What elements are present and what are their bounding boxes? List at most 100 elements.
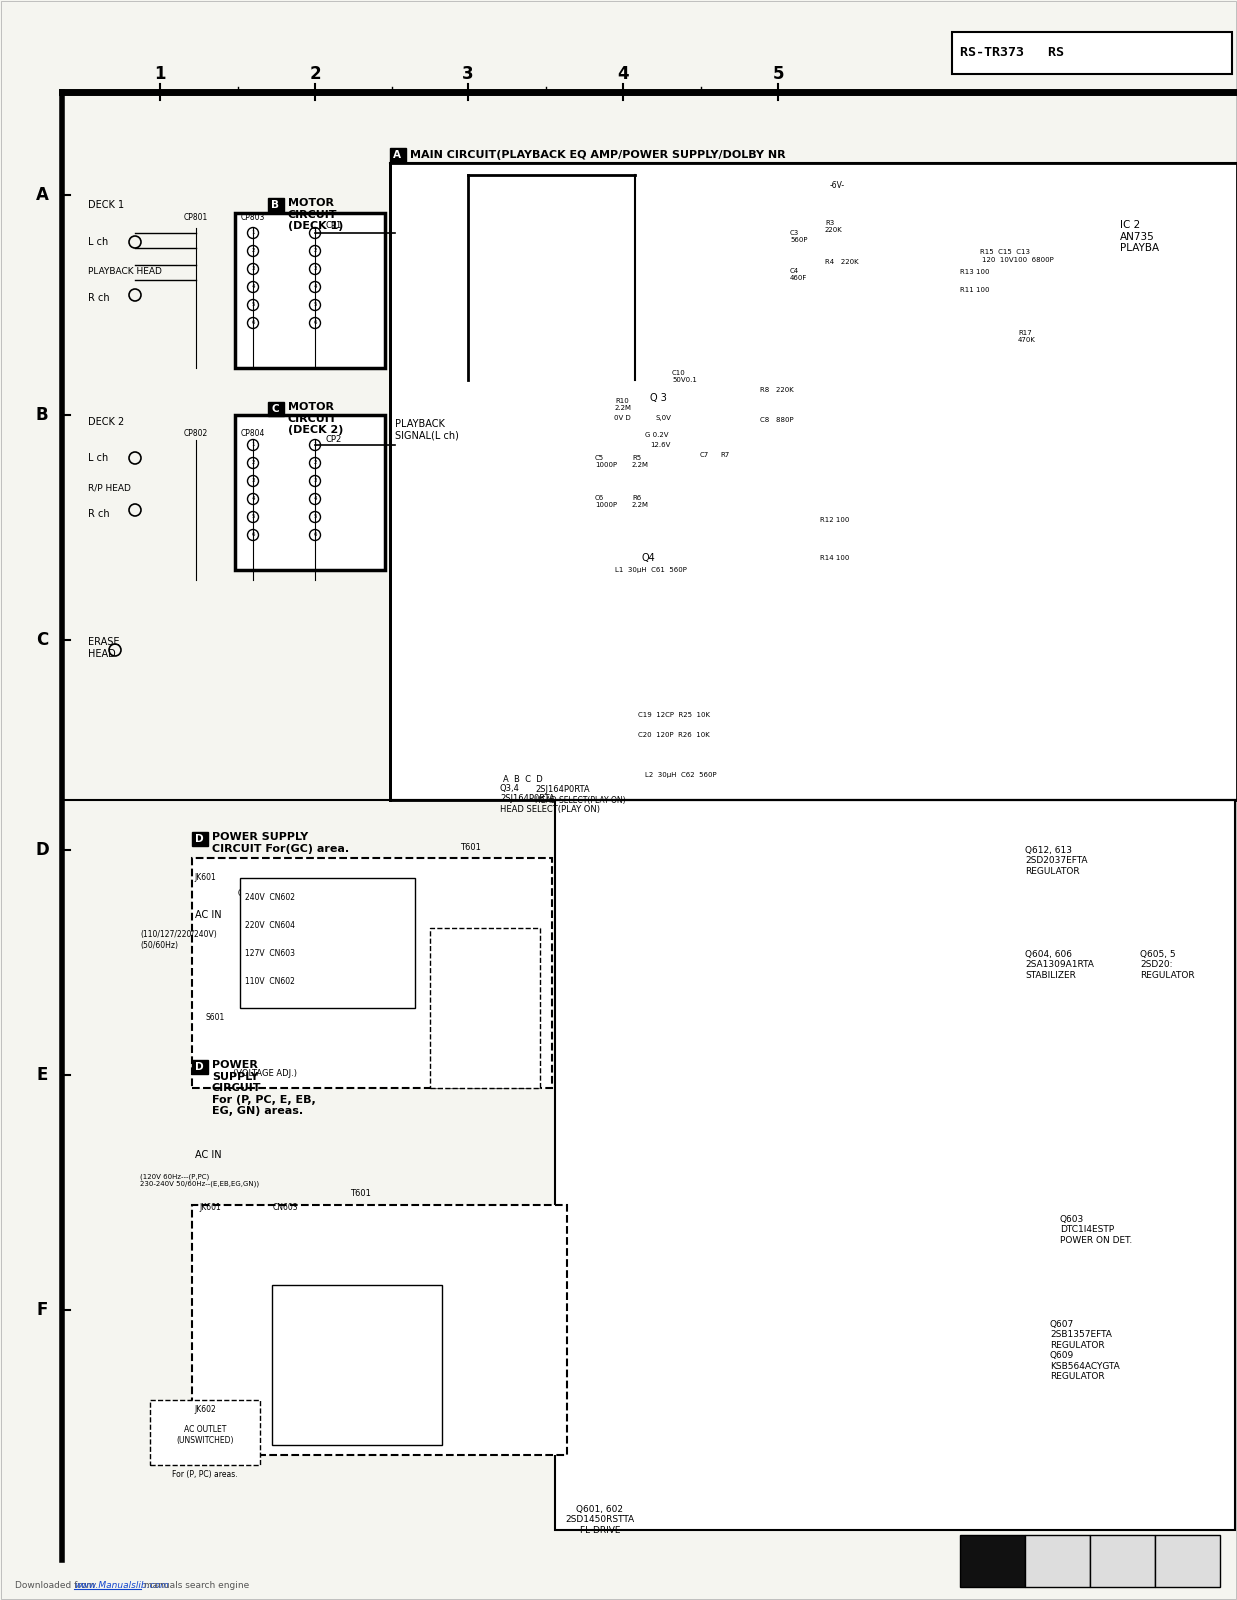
Text: A  B  C  D: A B C D <box>503 776 543 784</box>
Text: Q604, 606
2SA1309A1RTA
STABILIZER: Q604, 606 2SA1309A1RTA STABILIZER <box>1025 950 1094 979</box>
Text: 4: 4 <box>251 285 255 290</box>
Text: R11 100: R11 100 <box>960 286 990 293</box>
Text: R6
2.2M: R6 2.2M <box>632 494 649 509</box>
Text: 4: 4 <box>251 496 255 501</box>
Text: C6
1000P: C6 1000P <box>595 494 617 509</box>
Text: 5: 5 <box>313 515 317 520</box>
Text: AC IN: AC IN <box>195 1150 221 1160</box>
Text: MOTOR
CIRCUIT
(DECK 2): MOTOR CIRCUIT (DECK 2) <box>288 402 344 435</box>
Text: R17
470K: R17 470K <box>1018 330 1035 342</box>
Text: MAIN CIRCUIT(PLAYBACK EQ AMP/POWER SUPPLY/DOLBY NR: MAIN CIRCUIT(PLAYBACK EQ AMP/POWER SUPPL… <box>409 150 785 160</box>
Text: Q 3: Q 3 <box>649 394 667 403</box>
Bar <box>192 858 552 1088</box>
Text: A: A <box>393 150 401 160</box>
Bar <box>235 414 385 570</box>
Text: DECK 1: DECK 1 <box>88 200 124 210</box>
Bar <box>390 149 406 162</box>
Text: 2: 2 <box>251 461 255 466</box>
Text: C: C <box>36 630 48 650</box>
Text: R15  C15  C13: R15 C15 C13 <box>980 250 1030 254</box>
Text: 4: 4 <box>617 66 628 83</box>
Text: 3: 3 <box>251 267 255 272</box>
Text: 1: 1 <box>313 230 317 235</box>
Bar <box>1090 1534 1155 1587</box>
Text: 120  10V100  6800P: 120 10V100 6800P <box>982 258 1054 262</box>
Text: C: C <box>271 403 278 414</box>
Text: IC 2
AN735
PLAYBA: IC 2 AN735 PLAYBA <box>1119 219 1159 253</box>
Bar <box>192 832 208 846</box>
Text: PLAYBACK HEAD: PLAYBACK HEAD <box>88 267 162 277</box>
Text: C8   880P: C8 880P <box>760 418 794 422</box>
Text: 6: 6 <box>251 320 255 325</box>
Text: Q612, 613
2SD2037EFTA
REGULATOR: Q612, 613 2SD2037EFTA REGULATOR <box>1025 846 1087 875</box>
Text: Q601, 602
2SD1450RSTTA
FL DRIVE: Q601, 602 2SD1450RSTTA FL DRIVE <box>565 1506 635 1534</box>
Bar <box>268 198 285 211</box>
Text: CP804: CP804 <box>241 429 265 437</box>
Text: S,0V: S,0V <box>656 414 670 421</box>
Text: HEAD SELECT(PLAY ON): HEAD SELECT(PLAY ON) <box>534 795 626 805</box>
Text: 240V  CN602: 240V CN602 <box>245 893 294 902</box>
Text: R ch: R ch <box>88 293 110 302</box>
Text: 3: 3 <box>313 267 317 272</box>
Bar <box>1155 1534 1220 1587</box>
Text: C7: C7 <box>700 451 709 458</box>
Bar <box>390 163 1237 800</box>
Text: JK601: JK601 <box>199 1203 221 1213</box>
Text: 3: 3 <box>463 66 474 83</box>
Text: 4: 4 <box>313 285 317 290</box>
Text: E: E <box>36 1066 48 1085</box>
Bar <box>150 1400 260 1466</box>
Bar <box>268 402 285 416</box>
Text: L ch: L ch <box>88 237 109 246</box>
Text: 2: 2 <box>313 248 317 253</box>
Text: D: D <box>195 834 204 845</box>
Text: 5: 5 <box>772 66 784 83</box>
Bar <box>240 878 414 1008</box>
Text: R3
220K: R3 220K <box>825 219 842 234</box>
Text: R8   220K: R8 220K <box>760 387 794 394</box>
Text: 127V  CN603: 127V CN603 <box>245 949 294 958</box>
Text: L2  30μH  C62  560P: L2 30μH C62 560P <box>644 773 716 778</box>
Bar <box>1025 1534 1090 1587</box>
Text: R4   220K: R4 220K <box>825 259 858 266</box>
Text: C10
50V0.1: C10 50V0.1 <box>672 370 696 382</box>
Text: 2: 2 <box>313 461 317 466</box>
Text: R12 100: R12 100 <box>820 517 850 523</box>
Text: 1: 1 <box>251 230 255 235</box>
Text: CP2: CP2 <box>325 435 341 445</box>
Text: (110/127/220/240V)
(50/60Hz): (110/127/220/240V) (50/60Hz) <box>140 930 216 950</box>
Text: AC OUTLET
(UNSWITCHED): AC OUTLET (UNSWITCHED) <box>176 1426 234 1445</box>
Text: 0V D: 0V D <box>614 414 631 421</box>
Text: 12.6V: 12.6V <box>649 442 670 448</box>
Text: CN603: CN603 <box>272 1203 298 1213</box>
Text: CP801: CP801 <box>184 213 208 222</box>
Text: CP802: CP802 <box>184 429 208 437</box>
Text: C20  120P  R26  10K: C20 120P R26 10K <box>638 733 710 738</box>
Text: C19  12CP  R25  10K: C19 12CP R25 10K <box>638 712 710 718</box>
Text: T601: T601 <box>350 1189 370 1197</box>
Text: JK602: JK602 <box>194 1405 216 1414</box>
Text: 5: 5 <box>313 302 317 307</box>
Text: ERASE
HEAD: ERASE HEAD <box>88 637 120 659</box>
Bar <box>192 1059 208 1074</box>
Text: 6: 6 <box>313 533 317 538</box>
Bar <box>430 928 541 1088</box>
Text: 1: 1 <box>251 443 255 448</box>
Bar <box>952 32 1232 74</box>
Text: 1: 1 <box>155 66 166 83</box>
Text: 3: 3 <box>313 478 317 483</box>
Text: 220V  CN604: 220V CN604 <box>245 922 294 931</box>
Text: D: D <box>35 842 49 859</box>
Text: 3: 3 <box>251 478 255 483</box>
Bar <box>555 800 1235 1530</box>
Text: C3
560P: C3 560P <box>790 230 808 243</box>
Text: Q605, 5
2SD20:
REGULATOR: Q605, 5 2SD20: REGULATOR <box>1141 950 1195 979</box>
Text: L ch: L ch <box>88 453 109 462</box>
Text: C4
460F: C4 460F <box>790 267 808 282</box>
Text: F: F <box>36 1301 48 1318</box>
Text: Q4: Q4 <box>641 554 654 563</box>
Text: CN601: CN601 <box>238 888 262 898</box>
Text: R10
2.2M: R10 2.2M <box>615 398 632 411</box>
Text: 5: 5 <box>251 515 255 520</box>
Text: 2: 2 <box>309 66 320 83</box>
